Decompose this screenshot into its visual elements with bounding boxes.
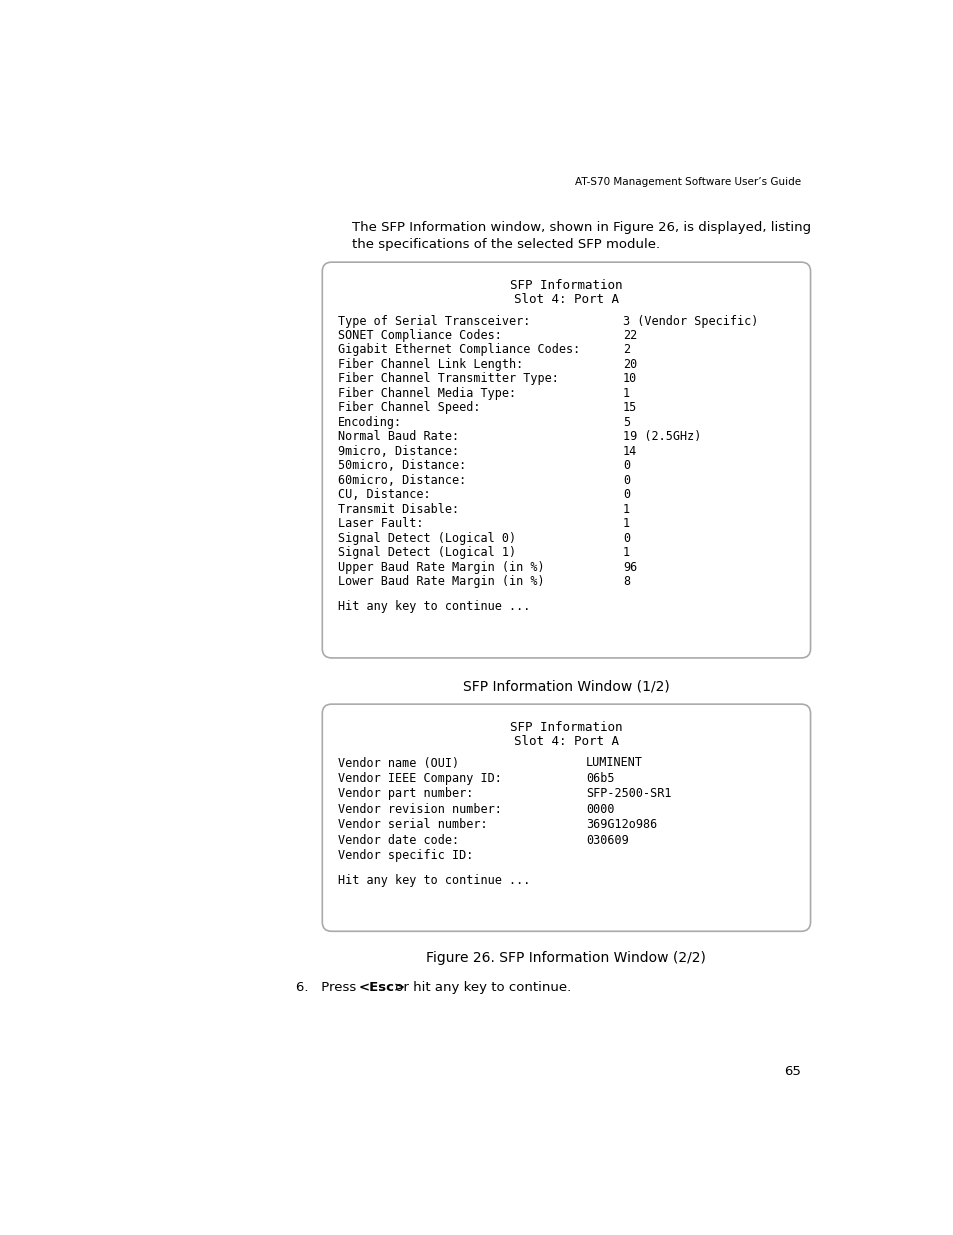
Text: LUMINENT: LUMINENT [585,757,642,769]
Text: 1: 1 [622,546,630,559]
Text: Normal Baud Rate:: Normal Baud Rate: [337,430,458,443]
Text: 96: 96 [622,561,637,573]
Text: Hit any key to continue ...: Hit any key to continue ... [337,600,530,614]
Text: Transmit Disable:: Transmit Disable: [337,503,458,516]
Text: SONET Compliance Codes:: SONET Compliance Codes: [337,329,501,342]
Text: Slot 4: Port A: Slot 4: Port A [514,293,618,306]
Text: 369G12o986: 369G12o986 [585,818,657,831]
Text: 65: 65 [783,1066,801,1078]
Text: Upper Baud Rate Margin (in %): Upper Baud Rate Margin (in %) [337,561,544,573]
FancyBboxPatch shape [322,704,810,931]
Text: 1: 1 [622,387,630,400]
Text: Vendor revision number:: Vendor revision number: [337,803,501,815]
Text: 19 (2.5GHz): 19 (2.5GHz) [622,430,700,443]
Text: Vendor part number:: Vendor part number: [337,787,473,800]
Text: Gigabit Ethernet Compliance Codes:: Gigabit Ethernet Compliance Codes: [337,343,579,357]
Text: or hit any key to continue.: or hit any key to continue. [390,981,570,994]
Text: 14: 14 [622,445,637,458]
Text: 9micro, Distance:: 9micro, Distance: [337,445,458,458]
Text: 60micro, Distance:: 60micro, Distance: [337,474,466,487]
Text: CU, Distance:: CU, Distance: [337,488,430,501]
Text: Figure 26. SFP Information Window (2/2): Figure 26. SFP Information Window (2/2) [426,951,705,966]
Text: Signal Detect (Logical 0): Signal Detect (Logical 0) [337,531,516,545]
Text: SFP Information Window (1/2): SFP Information Window (1/2) [462,679,669,694]
Text: Lower Baud Rate Margin (in %): Lower Baud Rate Margin (in %) [337,576,544,588]
FancyBboxPatch shape [322,262,810,658]
Text: AT-S70 Management Software User’s Guide: AT-S70 Management Software User’s Guide [575,178,801,188]
Text: 030609: 030609 [585,834,628,846]
Text: 0: 0 [622,459,630,472]
Text: Fiber Channel Speed:: Fiber Channel Speed: [337,401,479,415]
Text: Vendor serial number:: Vendor serial number: [337,818,487,831]
Text: Signal Detect (Logical 1): Signal Detect (Logical 1) [337,546,516,559]
Text: 1: 1 [622,503,630,516]
Text: 0000: 0000 [585,803,614,815]
Text: Fiber Channel Transmitter Type:: Fiber Channel Transmitter Type: [337,373,558,385]
Text: the specifications of the selected SFP module.: the specifications of the selected SFP m… [352,237,659,251]
Text: 20: 20 [622,358,637,370]
Text: Vendor date code:: Vendor date code: [337,834,458,846]
Text: 1: 1 [622,517,630,530]
Text: SFP-2500-SR1: SFP-2500-SR1 [585,787,671,800]
Text: 6.   Press: 6. Press [295,981,360,994]
Text: SFP Information: SFP Information [510,279,622,293]
Text: 2: 2 [622,343,630,357]
Text: 8: 8 [622,576,630,588]
Text: The SFP Information window, shown in Figure 26, is displayed, listing: The SFP Information window, shown in Fig… [352,221,810,235]
Text: Slot 4: Port A: Slot 4: Port A [514,735,618,748]
Text: 15: 15 [622,401,637,415]
Text: 3 (Vendor Specific): 3 (Vendor Specific) [622,315,758,327]
Text: 5: 5 [622,416,630,429]
Text: 10: 10 [622,373,637,385]
Text: Type of Serial Transceiver:: Type of Serial Transceiver: [337,315,530,327]
Text: Vendor IEEE Company ID:: Vendor IEEE Company ID: [337,772,501,785]
Text: Vendor name (OUI): Vendor name (OUI) [337,757,458,769]
Text: 50micro, Distance:: 50micro, Distance: [337,459,466,472]
Text: Encoding:: Encoding: [337,416,401,429]
Text: 0: 0 [622,488,630,501]
Text: Laser Fault:: Laser Fault: [337,517,423,530]
Text: 22: 22 [622,329,637,342]
Text: Vendor specific ID:: Vendor specific ID: [337,848,473,862]
Text: Fiber Channel Media Type:: Fiber Channel Media Type: [337,387,516,400]
Text: 06b5: 06b5 [585,772,614,785]
Text: <Esc>: <Esc> [358,981,406,994]
Text: Fiber Channel Link Length:: Fiber Channel Link Length: [337,358,522,370]
Text: SFP Information: SFP Information [510,721,622,734]
Text: 0: 0 [622,474,630,487]
Text: Hit any key to continue ...: Hit any key to continue ... [337,873,530,887]
Text: 0: 0 [622,531,630,545]
